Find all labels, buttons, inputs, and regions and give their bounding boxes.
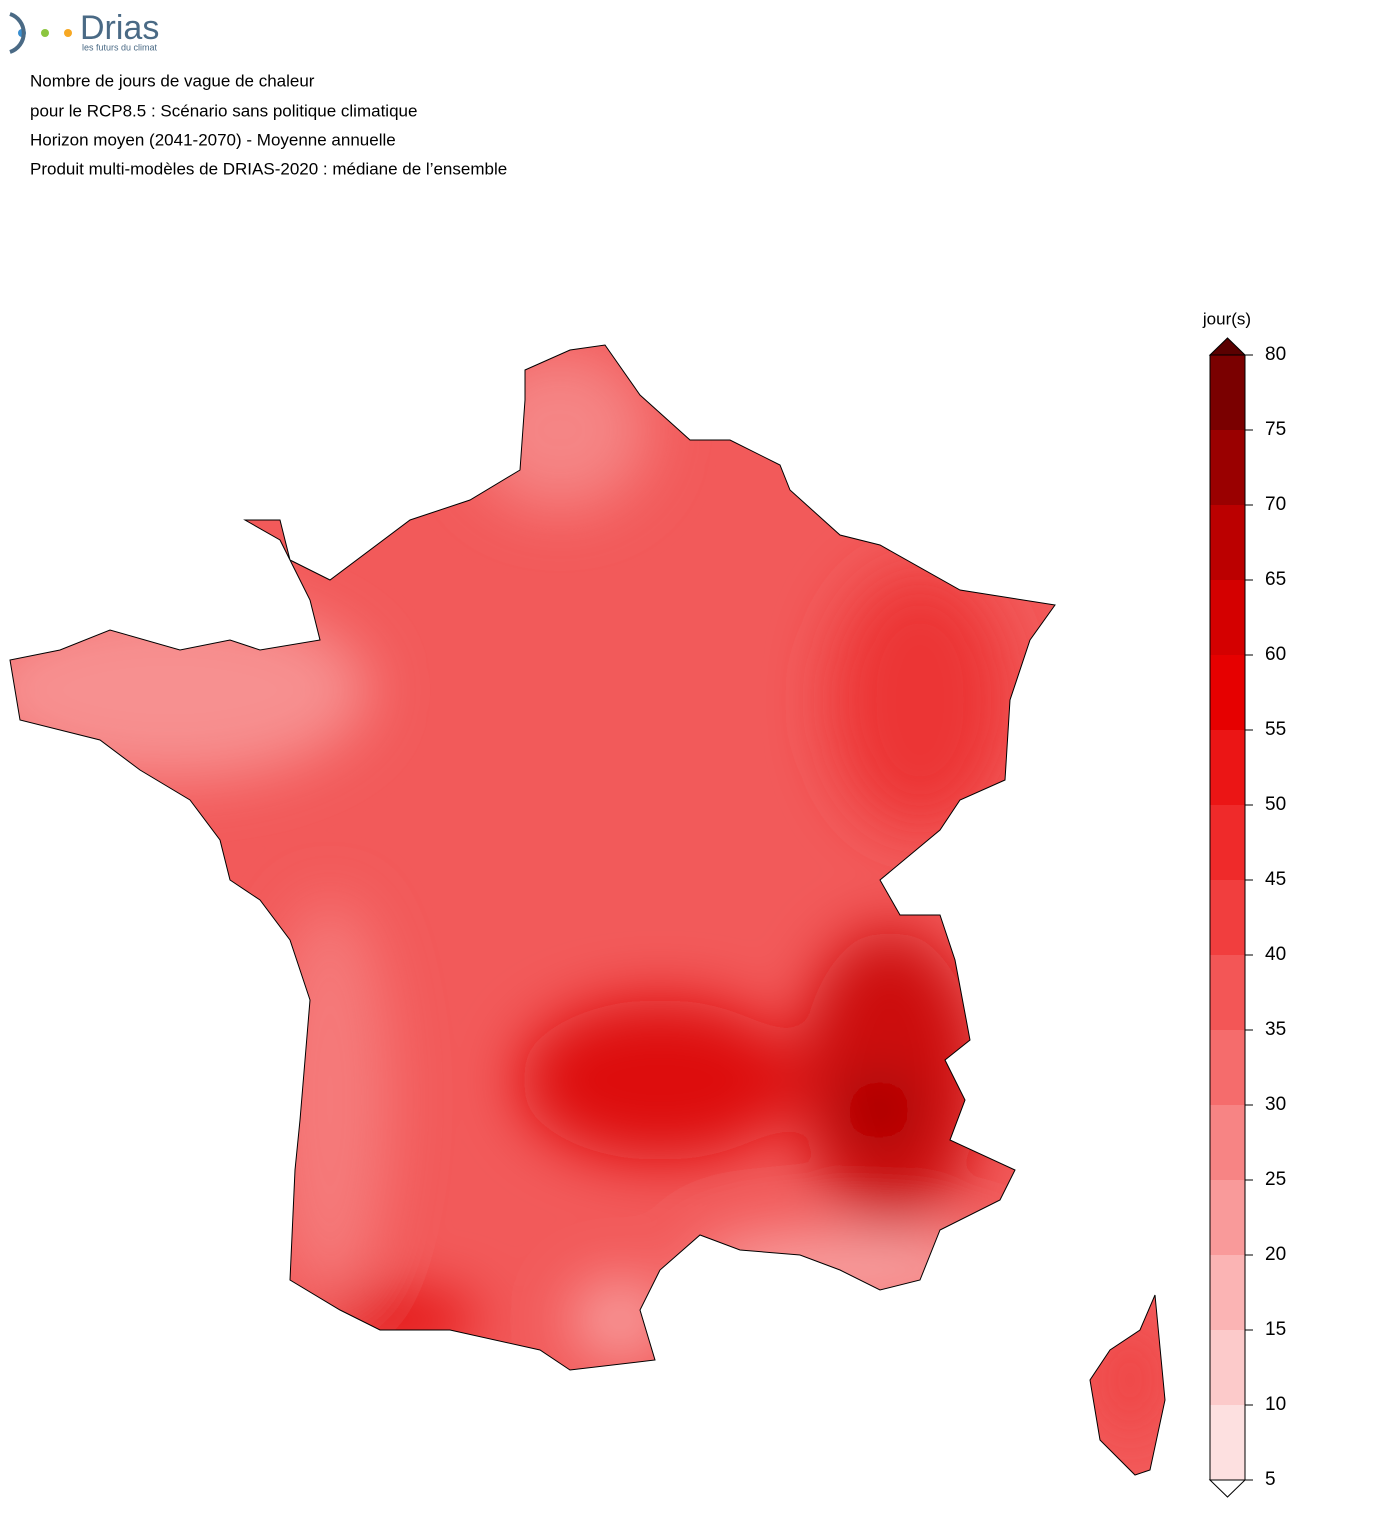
- header-line: pour le RCP8.5 : Scénario sans politique…: [30, 101, 417, 120]
- france-map: [10, 345, 1165, 1475]
- colorbar-bin: [1210, 430, 1245, 505]
- colorbar-tick-label: 40: [1265, 944, 1286, 965]
- logo-name: Drias: [80, 9, 159, 47]
- map-zone: [520, 1000, 800, 1160]
- header-line: Nombre de jours de vague de chaleur: [30, 71, 315, 90]
- colorbar-tick-label: 60: [1265, 644, 1286, 665]
- logo-dot: [64, 29, 72, 37]
- colorbar-tick-label: 65: [1265, 569, 1286, 590]
- header-line: Produit multi-modèles de DRIAS-2020 : mé…: [30, 159, 507, 178]
- header: Nombre de jours de vague de chaleur pour…: [30, 71, 507, 178]
- colorbar-tick-label: 45: [1265, 869, 1286, 890]
- logo-dot: [41, 29, 49, 37]
- colorbar-bin: [1210, 1330, 1245, 1405]
- map-zone: [570, 1280, 670, 1360]
- header-line: Horizon moyen (2041-2070) - Moyenne annu…: [30, 130, 396, 149]
- map-zone: [830, 570, 1010, 830]
- colorbar-bin: [1210, 505, 1245, 580]
- colorbar-bin: [1210, 1180, 1245, 1255]
- colorbar-tick-label: 75: [1265, 419, 1286, 440]
- colorbar-tick-label: 70: [1265, 494, 1286, 515]
- colorbar-tick-label: 25: [1265, 1169, 1286, 1190]
- logo-tagline: les futurs du climat: [82, 42, 158, 52]
- colorbar-bin: [1210, 955, 1245, 1030]
- map-zone: [845, 1075, 915, 1145]
- colorbar-tick-label: 55: [1265, 719, 1286, 740]
- colorbar-bin: [1210, 580, 1245, 655]
- colorbar-frame: [1209, 354, 1246, 1481]
- colorbar-bin: [1210, 655, 1245, 730]
- colorbar-bin: [1210, 880, 1245, 955]
- colorbar-tick-label: 30: [1265, 1094, 1286, 1115]
- colorbar-bin: [1210, 805, 1245, 880]
- colorbar-title: jour(s): [1202, 309, 1251, 328]
- colorbar-over: [1208, 337, 1247, 356]
- colorbar-tick-label: 20: [1265, 1244, 1286, 1265]
- colorbar-tick-label: 5: [1265, 1469, 1276, 1490]
- map-zone: [320, 1295, 480, 1345]
- map-zone: [270, 900, 390, 1300]
- colorbar-bin: [1210, 730, 1245, 805]
- colorbar-bin: [1210, 1105, 1245, 1180]
- colorbar-bin: [1210, 1405, 1245, 1480]
- map-zone: [470, 350, 650, 510]
- colorbar-bin: [1210, 1255, 1245, 1330]
- map-zone: [690, 1230, 1010, 1310]
- colorbar-tick-label: 50: [1265, 794, 1286, 815]
- colorbar-tick-label: 10: [1265, 1394, 1286, 1415]
- colorbar-tick-label: 35: [1265, 1019, 1286, 1040]
- colorbar-under: [1208, 1479, 1247, 1498]
- colorbar: jour(s) 5 10 15 20 25 30 35 40 45 50 55 60 65 70 75 80: [1202, 309, 1286, 1498]
- colorbar-tick-label: 80: [1265, 344, 1286, 365]
- logo-arc: [9, 12, 26, 54]
- colorbar-tick-label: 15: [1265, 1319, 1286, 1340]
- map-zone: [1100, 1320, 1160, 1440]
- logo: Drias les futurs du climat: [9, 9, 159, 54]
- colorbar-bin: [1210, 1030, 1245, 1105]
- colorbar-bin: [1210, 355, 1245, 430]
